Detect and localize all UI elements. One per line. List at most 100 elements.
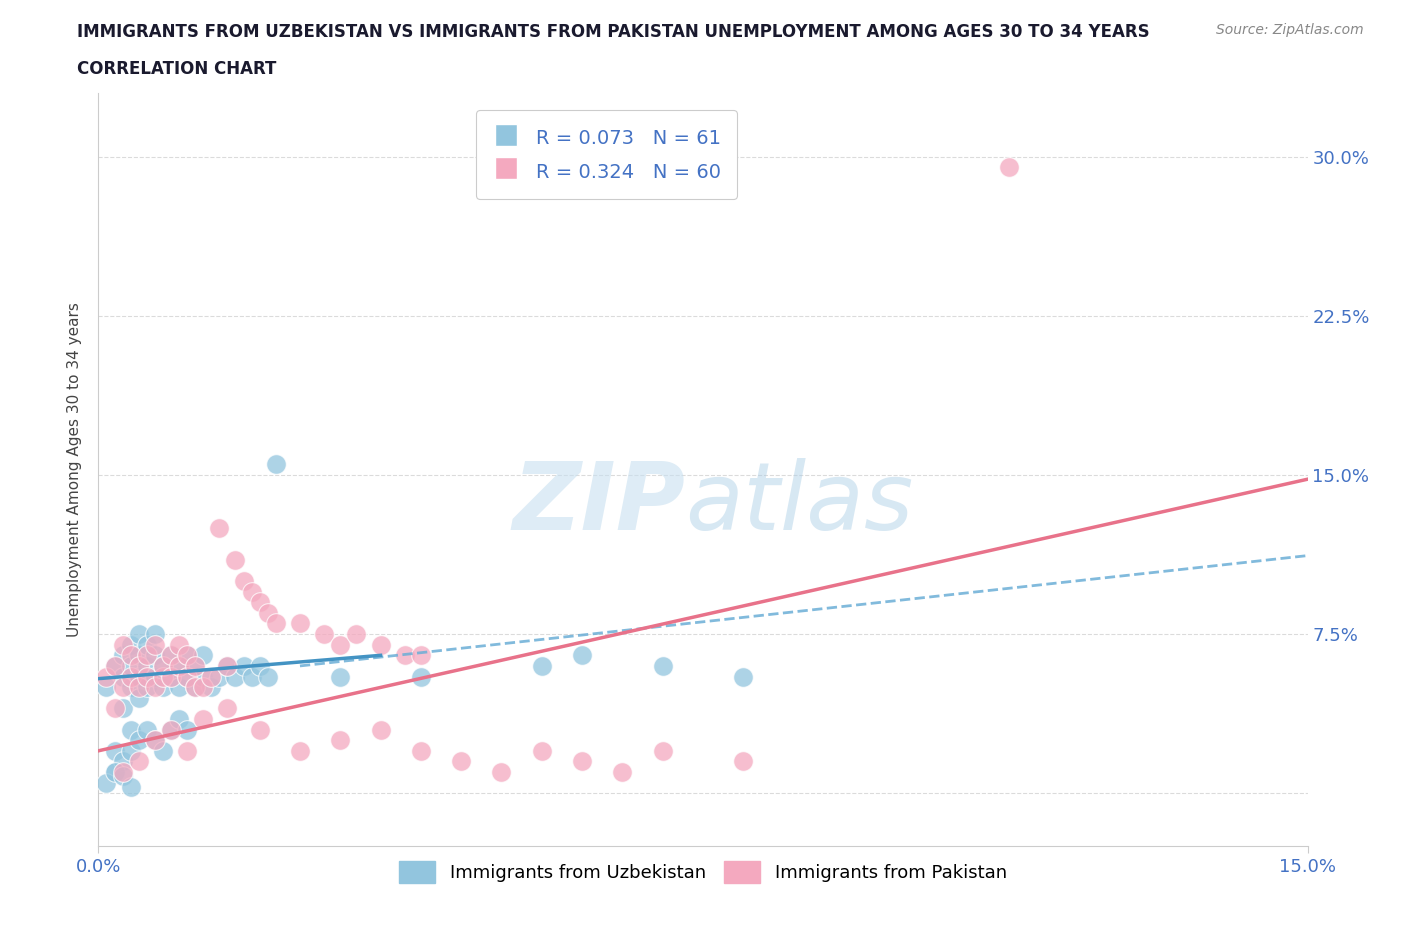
Point bbox=[143, 669, 166, 684]
Point bbox=[111, 648, 134, 663]
Point bbox=[193, 669, 215, 684]
Point bbox=[152, 669, 174, 684]
Point bbox=[314, 627, 336, 642]
Text: IMMIGRANTS FROM UZBEKISTAN VS IMMIGRANTS FROM PAKISTAN UNEMPLOYMENT AMONG AGES 3: IMMIGRANTS FROM UZBEKISTAN VS IMMIGRANTS… bbox=[77, 23, 1150, 41]
Point bbox=[96, 776, 118, 790]
Point bbox=[120, 648, 142, 663]
Point bbox=[135, 648, 157, 663]
Point bbox=[208, 521, 231, 536]
Text: ZIP: ZIP bbox=[512, 458, 685, 550]
Point bbox=[232, 658, 254, 673]
Point bbox=[120, 680, 142, 695]
Point bbox=[394, 648, 416, 663]
Point bbox=[256, 605, 278, 620]
Point bbox=[217, 701, 239, 716]
Point bbox=[135, 669, 157, 684]
Point bbox=[184, 680, 207, 695]
Point bbox=[491, 764, 513, 779]
Point bbox=[176, 648, 198, 663]
Point bbox=[128, 658, 150, 673]
Point bbox=[160, 723, 183, 737]
Point bbox=[120, 779, 142, 794]
Point bbox=[217, 658, 239, 673]
Point bbox=[152, 658, 174, 673]
Point bbox=[176, 648, 198, 663]
Point bbox=[143, 733, 166, 748]
Point bbox=[224, 669, 246, 684]
Point bbox=[232, 574, 254, 589]
Point bbox=[217, 658, 239, 673]
Point bbox=[167, 637, 190, 652]
Point bbox=[128, 733, 150, 748]
Legend: Immigrants from Uzbekistan, Immigrants from Pakistan: Immigrants from Uzbekistan, Immigrants f… bbox=[392, 854, 1014, 890]
Point bbox=[120, 658, 142, 673]
Point bbox=[167, 658, 190, 673]
Point bbox=[103, 764, 125, 779]
Point bbox=[264, 616, 287, 631]
Point bbox=[240, 584, 263, 599]
Point bbox=[256, 669, 278, 684]
Point bbox=[530, 743, 553, 758]
Point bbox=[135, 723, 157, 737]
Point bbox=[111, 754, 134, 769]
Point bbox=[167, 711, 190, 726]
Point bbox=[288, 743, 311, 758]
Point bbox=[409, 648, 432, 663]
Point bbox=[329, 669, 352, 684]
Point bbox=[240, 669, 263, 684]
Text: CORRELATION CHART: CORRELATION CHART bbox=[77, 60, 277, 78]
Point bbox=[249, 595, 271, 610]
Point bbox=[103, 658, 125, 673]
Point bbox=[160, 723, 183, 737]
Point bbox=[152, 743, 174, 758]
Point bbox=[111, 669, 134, 684]
Point bbox=[733, 754, 755, 769]
Point bbox=[224, 552, 246, 567]
Point bbox=[128, 680, 150, 695]
Point bbox=[184, 680, 207, 695]
Point bbox=[143, 680, 166, 695]
Point bbox=[120, 743, 142, 758]
Point bbox=[329, 733, 352, 748]
Point bbox=[143, 733, 166, 748]
Point bbox=[612, 764, 634, 779]
Point bbox=[128, 648, 150, 663]
Point bbox=[135, 658, 157, 673]
Point bbox=[184, 658, 207, 673]
Point bbox=[193, 648, 215, 663]
Text: atlas: atlas bbox=[685, 458, 912, 549]
Point bbox=[176, 743, 198, 758]
Point bbox=[152, 680, 174, 695]
Point bbox=[370, 723, 392, 737]
Point bbox=[135, 680, 157, 695]
Point bbox=[128, 669, 150, 684]
Point bbox=[103, 764, 125, 779]
Point bbox=[135, 637, 157, 652]
Point bbox=[176, 669, 198, 684]
Point bbox=[184, 658, 207, 673]
Point bbox=[152, 658, 174, 673]
Point bbox=[120, 723, 142, 737]
Point bbox=[288, 616, 311, 631]
Point bbox=[128, 627, 150, 642]
Point bbox=[208, 669, 231, 684]
Point bbox=[111, 701, 134, 716]
Point bbox=[249, 723, 271, 737]
Point bbox=[103, 701, 125, 716]
Point bbox=[143, 627, 166, 642]
Point bbox=[998, 160, 1021, 175]
Point bbox=[344, 627, 367, 642]
Point bbox=[651, 743, 673, 758]
Point bbox=[111, 637, 134, 652]
Point bbox=[530, 658, 553, 673]
Point bbox=[409, 669, 432, 684]
Point bbox=[96, 669, 118, 684]
Point bbox=[160, 648, 183, 663]
Point bbox=[200, 680, 222, 695]
Point bbox=[103, 658, 125, 673]
Point bbox=[96, 680, 118, 695]
Point bbox=[143, 637, 166, 652]
Point bbox=[128, 690, 150, 705]
Point bbox=[111, 764, 134, 779]
Text: Source: ZipAtlas.com: Source: ZipAtlas.com bbox=[1216, 23, 1364, 37]
